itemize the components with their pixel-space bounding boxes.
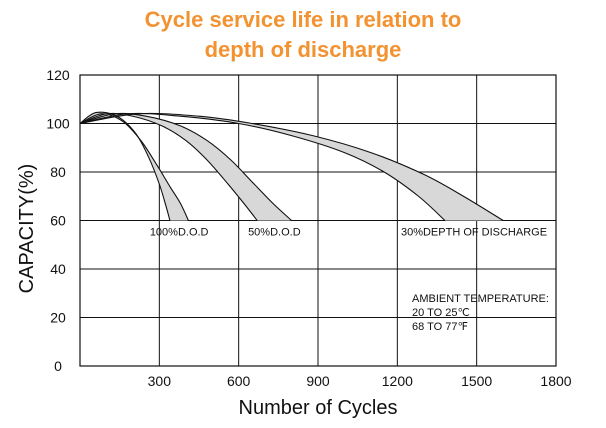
annotation-line-2: 20 TO 25℃ [412, 307, 470, 319]
annotation-line-3: 68 TO 77℉ [412, 321, 468, 333]
series-label: 100%D.O.D [150, 227, 209, 239]
series-label: 50%D.O.D [248, 227, 301, 239]
y-tick-label: 60 [50, 213, 66, 229]
y-tick-label: 120 [46, 67, 70, 83]
chart-title-line2: depth of discharge [204, 37, 402, 62]
y-tick-labels: 0 20 40 60 80 100 120 [46, 67, 70, 374]
series-band-1 [80, 113, 292, 221]
y-tick-label: 0 [54, 358, 62, 374]
y-tick-label: 40 [50, 261, 66, 277]
x-axis-label: Number of Cycles [239, 397, 398, 419]
ambient-annotation: AMBIENT TEMPERATURE: 20 TO 25℃ 68 TO 77℉ [412, 293, 549, 333]
y-tick-label: 80 [50, 164, 66, 180]
x-tick-label: 1500 [461, 373, 492, 389]
x-tick-label: 900 [306, 373, 330, 389]
series-lower-line-0 [79, 113, 189, 221]
x-tick-label: 600 [227, 373, 251, 389]
y-tick-label: 100 [46, 116, 70, 132]
x-tick-label: 1200 [382, 373, 413, 389]
y-tick-label: 20 [50, 310, 66, 326]
chart-title: Cycle service life in relation to [144, 7, 462, 32]
series-labels: 100%D.O.D 50%D.O.D 30%DEPTH OF DISCHARGE [150, 227, 547, 239]
series-lower-line-1 [79, 112, 292, 221]
series-areas [79, 111, 504, 221]
x-tick-labels: 300 600 900 1200 1500 1800 [148, 373, 572, 389]
annotation-line-1: AMBIENT TEMPERATURE: [412, 293, 549, 305]
series-lower-line-2 [79, 112, 504, 221]
series-band-0 [80, 112, 189, 221]
x-tick-label: 1800 [540, 373, 571, 389]
plot-frame [79, 74, 557, 367]
series-label: 30%DEPTH OF DISCHARGE [401, 227, 547, 239]
series-band-2 [80, 113, 504, 221]
y-axis-label: CAPACITY(%) [16, 164, 38, 294]
x-tick-label: 300 [148, 373, 172, 389]
series-upper-line-0 [79, 111, 171, 221]
